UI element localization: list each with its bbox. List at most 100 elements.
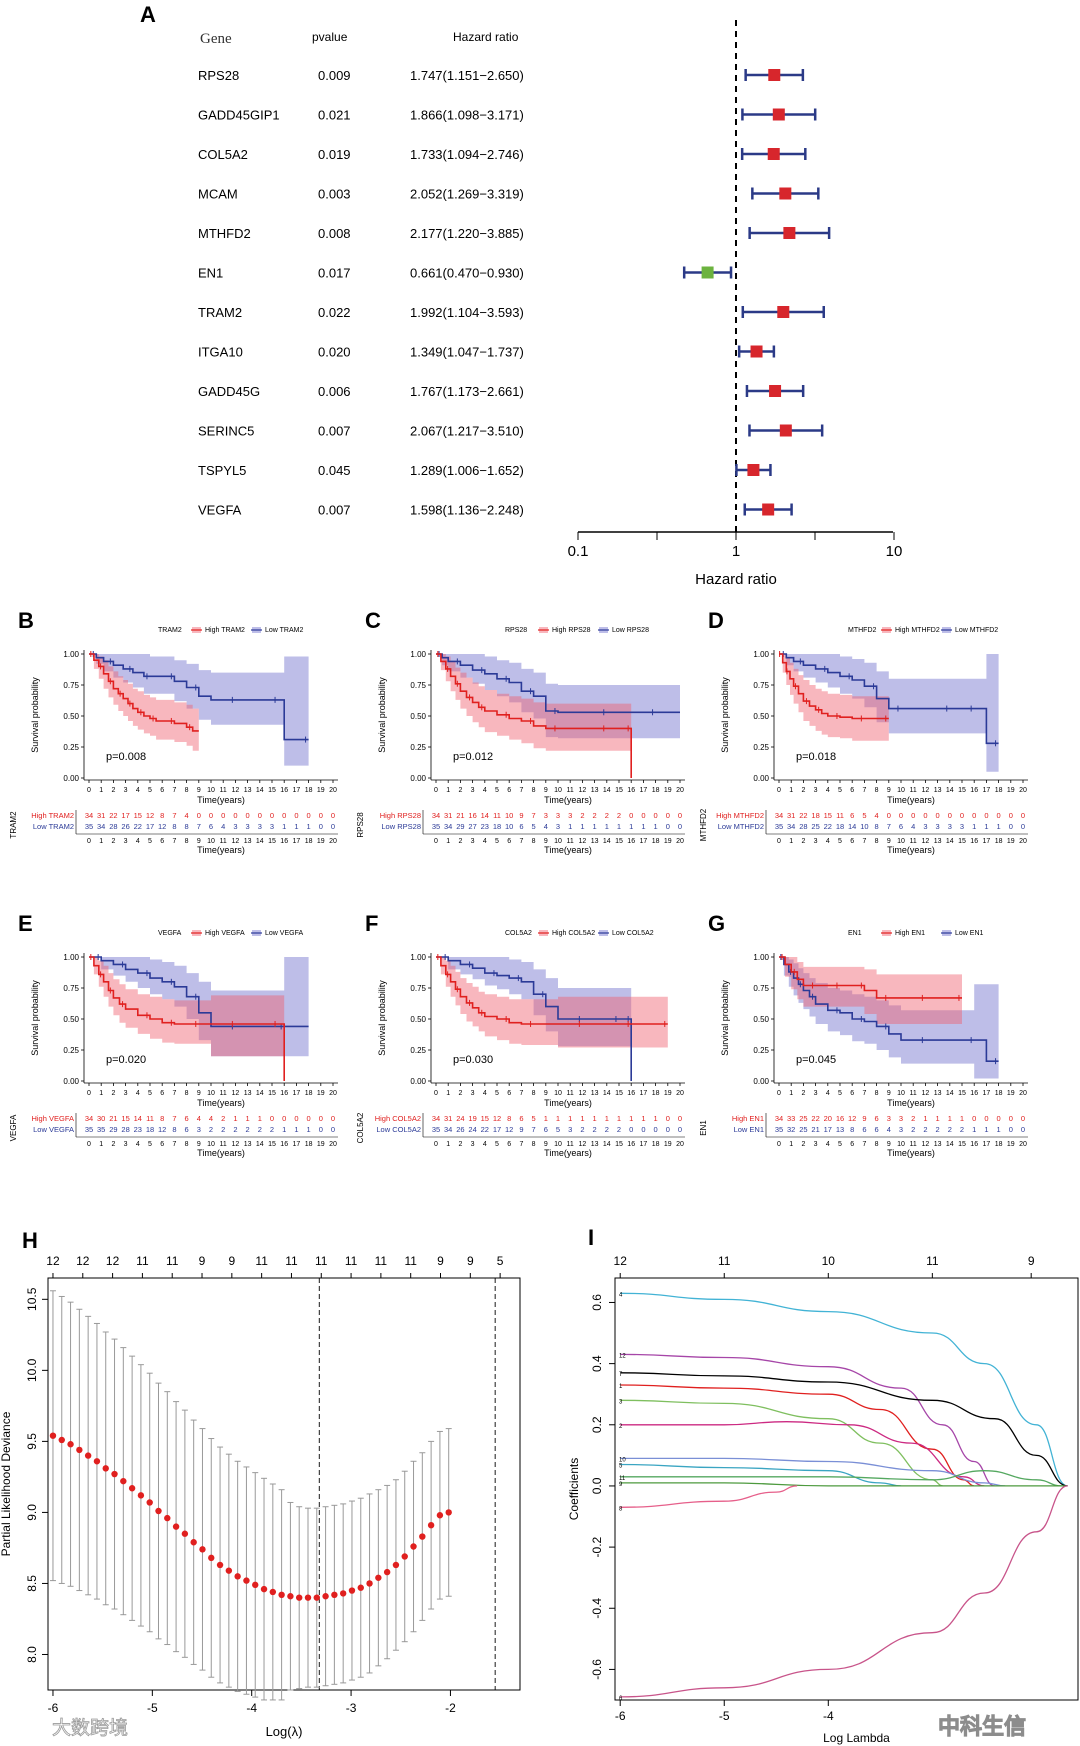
km-risk-high-count: 0 xyxy=(270,811,274,820)
km-risk-low-count: 10 xyxy=(505,822,513,831)
km-risk-x-tick-label: 7 xyxy=(519,838,523,845)
km-x-tick-label: 7 xyxy=(172,1090,176,1097)
km-risk-high-count: 2 xyxy=(617,811,621,820)
forest-point xyxy=(750,345,763,358)
km-risk-low-count: 1 xyxy=(294,822,298,831)
lasso-path-x-tick-label: -5 xyxy=(719,1709,730,1723)
km-risk-x-tick-label: 14 xyxy=(946,838,954,845)
km-risk-low-count: 3 xyxy=(556,822,560,831)
lasso-path-frame xyxy=(614,1277,1079,1701)
km-risk-low-count: 3 xyxy=(258,822,262,831)
km-risk-x-tick-label: 4 xyxy=(483,838,487,845)
km-risk-low-count: 26 xyxy=(121,822,129,831)
km-risk-low-count: 4 xyxy=(544,822,548,831)
km-risk-low-count: 0 xyxy=(319,822,323,831)
coefficient-path-label: 1 xyxy=(619,1384,623,1390)
km-risk-x-tick-label: 6 xyxy=(160,1141,164,1148)
coefficient-path-line xyxy=(620,1463,902,1487)
km-risk-low-count: 6 xyxy=(519,822,523,831)
km-risk-x-tick-label: 14 xyxy=(256,1141,264,1148)
km-risk-x-tick-label: 3 xyxy=(471,838,475,845)
km-risk-x-tick-label: 2 xyxy=(801,838,805,845)
km-x-tick-label: 5 xyxy=(838,787,842,794)
km-risk-high-count: 31 xyxy=(97,811,105,820)
km-risk-high-count: 0 xyxy=(899,811,903,820)
km-risk-low-count: 35 xyxy=(775,822,783,831)
km-risk-x-tick-label: 20 xyxy=(329,838,337,845)
km-panel-f: F COL5A2 High COL5A2 Low COL5A2 0.00 0.25 0.50… xyxy=(356,911,685,1158)
km-risk-high-label: High RPS28 xyxy=(380,811,421,820)
km-risk-x-tick-label: 17 xyxy=(640,1141,648,1148)
km-x-tick-label: 4 xyxy=(826,787,830,794)
km-pvalue: p=0.030 xyxy=(453,1054,493,1066)
km-risk-x-tick-label: 14 xyxy=(603,1141,611,1148)
forest-point xyxy=(767,148,780,160)
km-risk-x-tick-label: 7 xyxy=(519,1141,523,1148)
lasso-cv-y-tick-label: 9.0 xyxy=(25,1504,39,1521)
km-risk-low-count: 1 xyxy=(654,822,658,831)
lasso-cv-point xyxy=(93,1458,101,1465)
forest-pvalue-label: 0.009 xyxy=(318,68,351,83)
km-risk-x-tick-label: 17 xyxy=(983,838,991,845)
km-risk-high-count: 7 xyxy=(532,811,536,820)
km-risk-low-count: 2 xyxy=(221,1125,225,1134)
lasso-path-y-tick-label: 0.0 xyxy=(590,1477,604,1494)
km-risk-high-count: 4 xyxy=(875,811,879,820)
km-risk-high-count: 21 xyxy=(109,1114,117,1123)
km-risk-low-count: 2 xyxy=(911,1125,915,1134)
km-risk-high-count: 6 xyxy=(185,1114,189,1123)
km-risk-high-count: 3 xyxy=(556,811,560,820)
lasso-cv-point xyxy=(208,1554,215,1562)
km-risk-x-tick-label: 14 xyxy=(256,838,264,845)
forest-x-tick-label: 1 xyxy=(732,543,740,560)
km-x-tick-label: 18 xyxy=(995,787,1003,794)
forest-point xyxy=(779,187,792,200)
km-risk-high-count: 19 xyxy=(468,1114,476,1123)
forest-pvalue-label: 0.006 xyxy=(318,384,351,399)
lasso-cv-top-tick-label: 9 xyxy=(199,1254,206,1268)
km-risk-x-tick-label: 6 xyxy=(160,838,164,845)
forest-point xyxy=(783,227,796,239)
km-risk-low-count: 12 xyxy=(505,1125,513,1134)
km-y-tick-label: 0.50 xyxy=(63,1015,79,1024)
lasso-cv-point xyxy=(322,1593,329,1600)
km-risk-high-label: High TRAM2 xyxy=(31,811,74,820)
km-risk-low-count: 32 xyxy=(787,1125,795,1134)
km-risk-high-count: 15 xyxy=(824,811,832,820)
km-risk-high-count: 0 xyxy=(270,1114,274,1123)
km-risk-high-count: 0 xyxy=(209,811,213,820)
km-x-tick-label: 0 xyxy=(434,1090,438,1097)
km-legend: VEGFA High VEGFA Low VEGFA xyxy=(158,930,303,937)
km-x-tick-label: 3 xyxy=(814,787,818,794)
km-risk-x-tick-label: 19 xyxy=(317,1141,325,1148)
km-x-tick-label: 10 xyxy=(554,787,562,794)
km-x-tick-label: 20 xyxy=(676,1090,684,1097)
lasso-cv-point xyxy=(269,1588,277,1596)
km-x-tick-label: 14 xyxy=(256,1090,264,1097)
km-risk-high-count: 0 xyxy=(258,811,262,820)
km-risk-low-count: 7 xyxy=(197,822,201,831)
km-x-tick-label: 8 xyxy=(532,1090,536,1097)
coefficient-path-label: 4 xyxy=(619,1292,623,1298)
km-x-tick-label: 14 xyxy=(256,787,264,794)
km-risk-high-count: 0 xyxy=(972,811,976,820)
lasso-cv-x-tick-label: -6 xyxy=(48,1701,59,1715)
km-risk-low-count: 35 xyxy=(97,1125,105,1134)
km-y-tick-label: 1.00 xyxy=(63,650,79,659)
km-risk-x-tick-label: 4 xyxy=(826,1141,830,1148)
lasso-path-top-tick-label: 9 xyxy=(1028,1254,1035,1268)
lasso-cv-point xyxy=(128,1485,136,1492)
km-risk-x-tick-label: 15 xyxy=(958,1141,966,1148)
km-risk-high-count: 0 xyxy=(629,811,633,820)
km-risk-high-count: 16 xyxy=(836,1114,844,1123)
km-risk-high-count: 0 xyxy=(984,1114,988,1123)
lasso-cv-point xyxy=(76,1446,83,1454)
km-risk-high-count: 1 xyxy=(923,1114,927,1123)
km-legend-high: High COL5A2 xyxy=(552,930,595,937)
km-risk-high-count: 11 xyxy=(493,811,501,820)
km-risk-low-count: 6 xyxy=(875,1125,879,1134)
coefficient-path-label: 9 xyxy=(619,1482,623,1488)
km-risk-low-count: 2 xyxy=(246,1125,250,1134)
forest-gene-label: ITGA10 xyxy=(198,345,243,360)
km-pvalue: p=0.018 xyxy=(796,751,836,763)
